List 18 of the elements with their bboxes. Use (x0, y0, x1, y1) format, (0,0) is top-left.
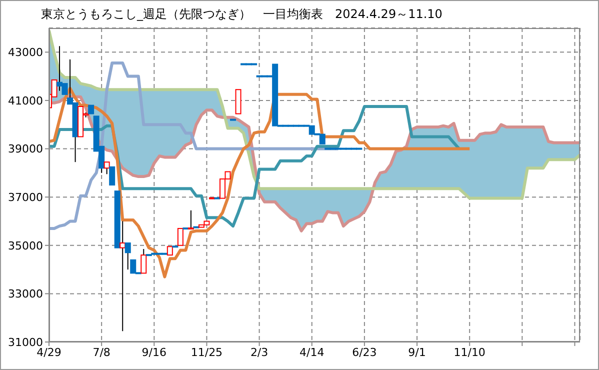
x-tick-label: 11/25 (190, 346, 223, 359)
candlestick (186, 210, 195, 230)
y-tick-label: 33000 (8, 288, 43, 301)
x-tick-label: 9/1 (408, 346, 426, 359)
y-tick-label: 41000 (8, 94, 43, 108)
x-tick-label: 7/8 (92, 346, 110, 359)
x-tick-label: 9/16 (142, 346, 166, 359)
chart-title: 東京とうもろこし_週足（先限つなぎ） 一目均衡表 2024.4.29～11.10 (41, 6, 442, 23)
y-tick-label: 35000 (8, 239, 43, 252)
line-series (49, 62, 340, 230)
y-tick-label: 37000 (8, 190, 43, 204)
x-tick-label: 6/23 (352, 346, 377, 359)
y-tick-label: 43000 (8, 46, 43, 60)
line-series (49, 86, 472, 278)
x-tick-label: 11/10 (454, 346, 486, 359)
x-tick-label: 2/3 (250, 346, 268, 359)
x-tick-label: 4/14 (300, 346, 324, 359)
y-tick-label: 39000 (8, 142, 43, 156)
